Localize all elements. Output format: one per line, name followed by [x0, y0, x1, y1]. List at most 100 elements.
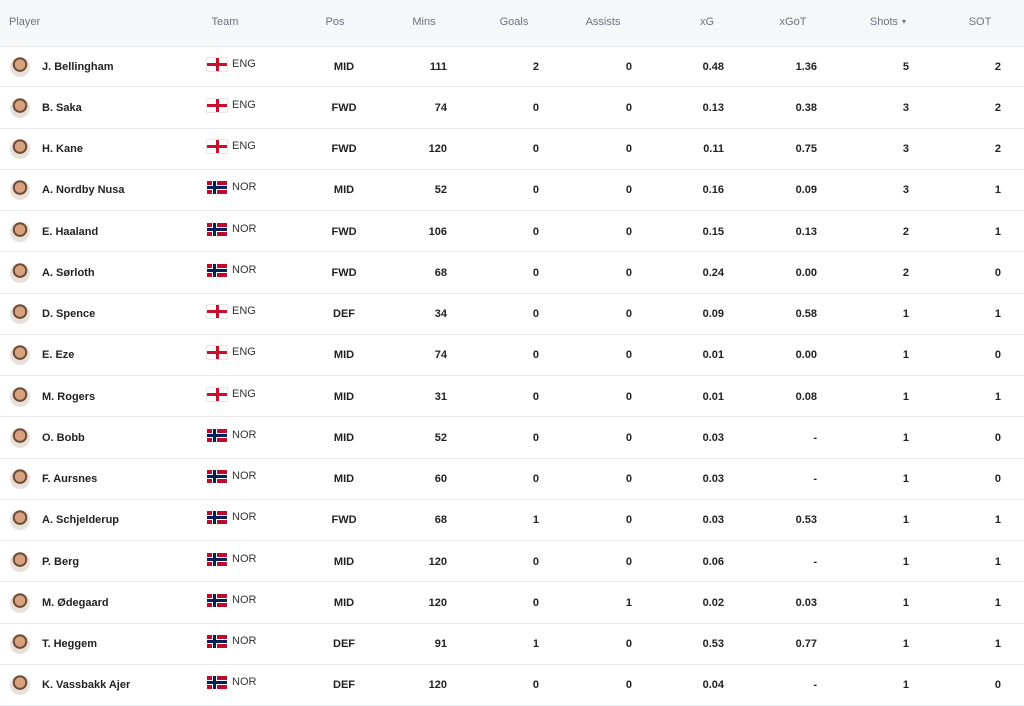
- table-row: [0, 417, 1024, 459]
- goals-value: 0: [532, 555, 539, 568]
- position: FWD: [331, 266, 357, 279]
- sot-value: 1: [994, 596, 1001, 609]
- player-name: T. Heggem: [42, 638, 98, 651]
- mins-value: 91: [434, 638, 447, 651]
- table-row: [0, 665, 1024, 706]
- player-name: A. Schjelderup: [42, 514, 120, 527]
- shots-value: 3: [902, 143, 909, 156]
- team-flag: [207, 140, 227, 154]
- team-flag: [207, 181, 227, 195]
- team-flag: [207, 305, 227, 319]
- player-avatar: [10, 551, 30, 572]
- xg-value: 0.06: [702, 555, 724, 568]
- xgot-value: 0.77: [795, 638, 817, 651]
- mins-value: 52: [434, 431, 447, 444]
- team-flag: [207, 552, 227, 566]
- team-code: NOR: [232, 511, 257, 524]
- team-flag: [207, 98, 227, 112]
- goals-value: 0: [532, 266, 539, 279]
- player-name: B. Saka: [42, 101, 82, 114]
- player-avatar: [10, 97, 30, 118]
- xgot-value: -: [813, 555, 817, 568]
- shots-value: 1: [902, 638, 909, 651]
- header-cell: Shots: [869, 16, 899, 28]
- header-cell: Player: [9, 16, 41, 28]
- xg-value: 0.03: [702, 431, 724, 444]
- player-avatar: [10, 56, 30, 77]
- shots-value: 2: [902, 225, 909, 238]
- xgot-value: -: [813, 431, 817, 444]
- assists-value: 0: [625, 60, 632, 73]
- player-name: D. Spence: [42, 308, 96, 321]
- mins-value: 120: [428, 596, 447, 609]
- xg-value: 0.13: [702, 101, 724, 114]
- xgot-value: 0.53: [795, 514, 817, 527]
- team-code: NOR: [232, 222, 257, 235]
- mins-value: 31: [434, 390, 447, 403]
- sot-value: 1: [994, 638, 1001, 651]
- goals-value: 0: [532, 143, 539, 156]
- player-name: P. Berg: [42, 555, 80, 568]
- xgot-value: 0.00: [795, 266, 817, 279]
- shots-value: 3: [902, 184, 909, 197]
- header-cell: Pos: [325, 16, 345, 28]
- xg-value: 0.15: [702, 225, 724, 238]
- team-code: ENG: [232, 98, 256, 111]
- team-flag: [207, 57, 227, 71]
- assists-value: 0: [625, 473, 632, 486]
- xg-value: 0.04: [702, 679, 724, 692]
- team-flag: [207, 676, 227, 690]
- player-name: K. Vassbakk Ajer: [42, 679, 131, 692]
- shots-value: 3: [902, 101, 909, 114]
- player-name: A. Sørloth: [42, 266, 95, 279]
- table-row: [0, 87, 1024, 129]
- xg-value: 0.01: [702, 349, 724, 362]
- assists-value: 0: [625, 555, 632, 568]
- assists-value: 0: [625, 101, 632, 114]
- team-code: NOR: [232, 470, 257, 483]
- mins-value: 60: [434, 473, 447, 486]
- mins-value: 68: [434, 514, 447, 527]
- table-row: [0, 211, 1024, 253]
- xg-value: 0.16: [702, 184, 724, 197]
- xg-value: 0.02: [702, 596, 724, 609]
- table-row: [0, 170, 1024, 211]
- player-name: A. Nordby Nusa: [42, 184, 125, 197]
- xgot-value: 0.08: [795, 390, 817, 403]
- mins-value: 120: [428, 679, 447, 692]
- team-flag: [207, 428, 227, 442]
- team-code: ENG: [232, 305, 256, 318]
- header-row: [0, 0, 1024, 47]
- header-cell: Mins: [412, 16, 436, 28]
- assists-value: 1: [625, 596, 632, 609]
- shots-value: 1: [902, 473, 909, 486]
- goals-value: 0: [532, 473, 539, 486]
- team-code: NOR: [232, 181, 257, 194]
- team-code: NOR: [232, 263, 257, 276]
- player-avatar: [10, 262, 30, 283]
- sot-value: 2: [994, 60, 1001, 73]
- shots-value: 1: [902, 679, 909, 692]
- shots-value: 5: [902, 60, 909, 73]
- header-cell: xGoT: [779, 16, 807, 28]
- assists-value: 0: [625, 679, 632, 692]
- sot-value: 2: [994, 101, 1001, 114]
- goals-value: 2: [532, 60, 539, 73]
- team-code: NOR: [232, 676, 257, 689]
- table-row: [0, 459, 1024, 500]
- mins-value: 111: [429, 60, 447, 73]
- header-cell: Team: [211, 16, 239, 28]
- player-name: J. Bellingham: [42, 60, 114, 73]
- player-avatar: [10, 592, 30, 613]
- shots-value: 1: [902, 514, 909, 527]
- table-row: [0, 294, 1024, 335]
- player-avatar: [10, 304, 30, 325]
- xgot-value: 1.36: [795, 60, 817, 73]
- position: DEF: [333, 638, 355, 651]
- table-row: [0, 252, 1024, 294]
- xg-value: 0.03: [702, 473, 724, 486]
- sot-value: 1: [994, 555, 1001, 568]
- player-name: F. Aursnes: [42, 473, 98, 486]
- player-name: H. Kane: [42, 143, 83, 156]
